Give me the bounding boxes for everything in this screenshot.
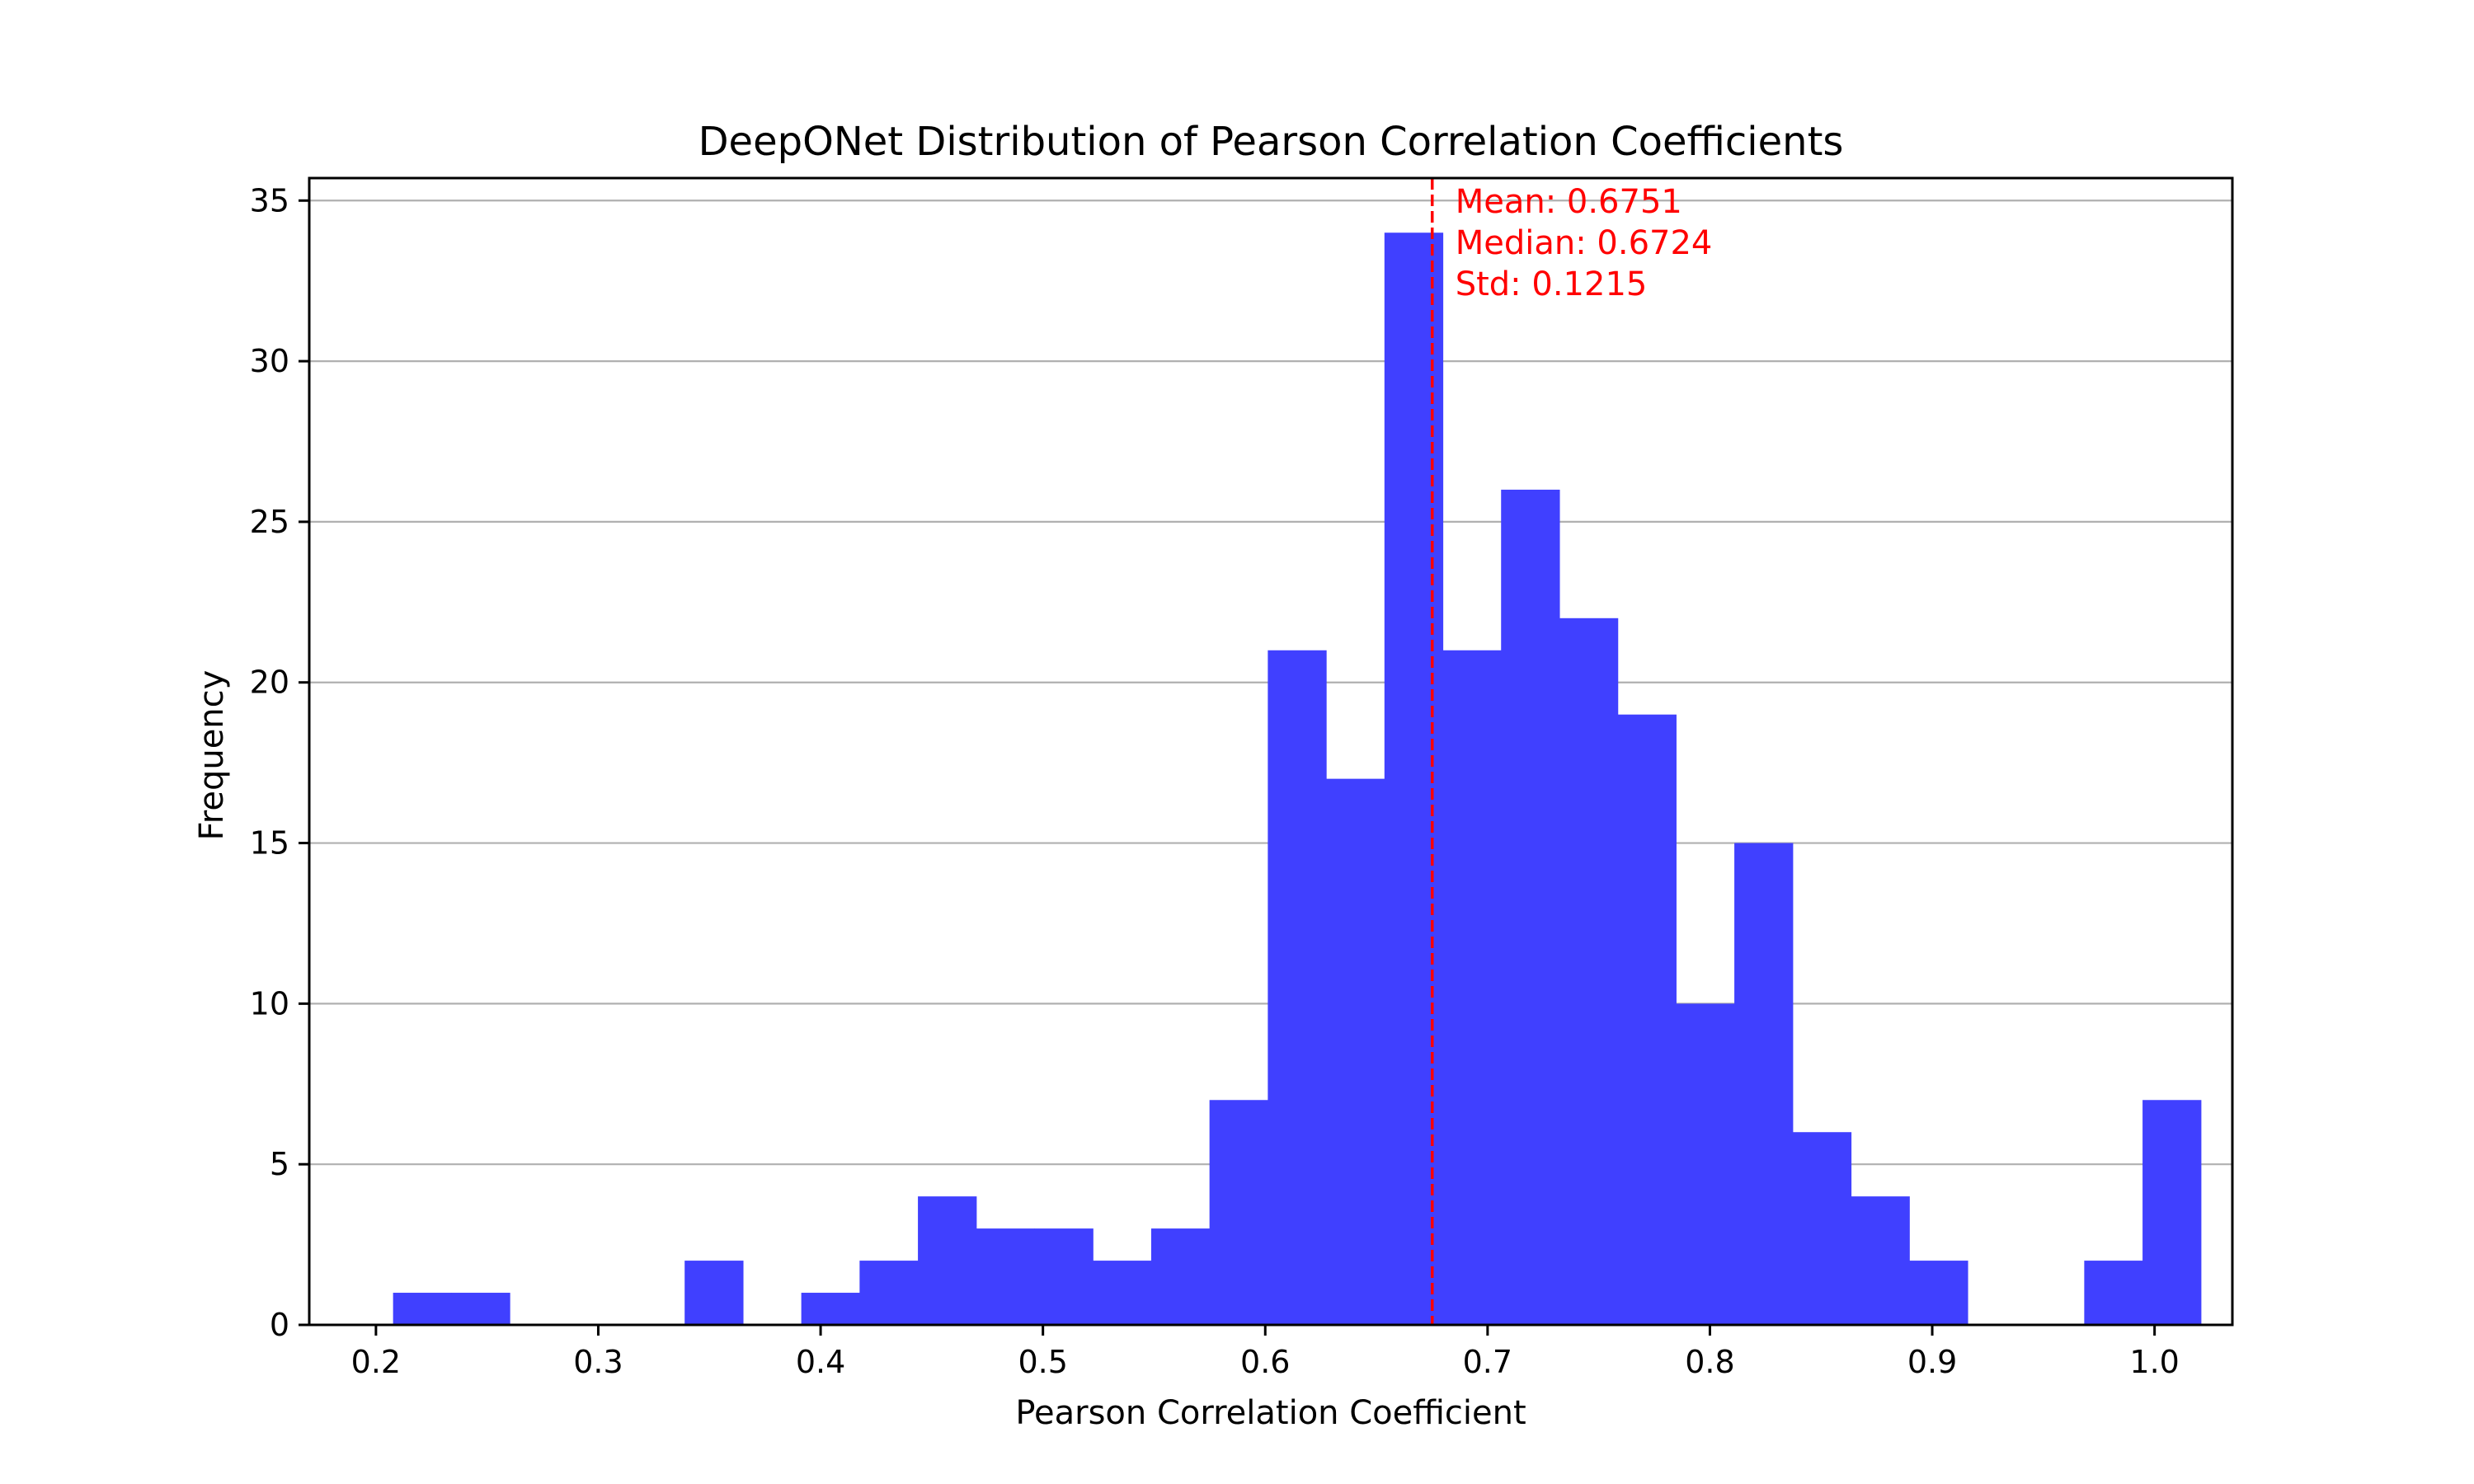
histogram-bar bbox=[1442, 650, 1502, 1325]
y-axis-label: Frequency bbox=[193, 670, 231, 841]
plot-frame bbox=[308, 176, 2234, 1327]
histogram-bar bbox=[1559, 618, 1619, 1325]
histogram-bar bbox=[976, 1228, 1036, 1325]
histogram-bar bbox=[1326, 778, 1385, 1325]
x-axis-label: Pearson Correlation Coefficient bbox=[1015, 1394, 1526, 1432]
y-tick-label: 15 bbox=[250, 825, 289, 862]
chart-title: DeepONet Distribution of Pearson Correla… bbox=[698, 119, 1844, 165]
x-tick-label: 0.9 bbox=[1907, 1344, 1957, 1380]
histogram-bar bbox=[1034, 1228, 1094, 1325]
x-tick-label: 0.5 bbox=[1018, 1344, 1067, 1380]
y-ticks: 0 5 10 15 20 25 30 35 bbox=[250, 182, 309, 1343]
y-tick-label: 5 bbox=[270, 1146, 289, 1182]
histogram-bar bbox=[1676, 1003, 1735, 1325]
y-tick-label: 20 bbox=[250, 665, 289, 701]
histogram-bar bbox=[918, 1196, 977, 1325]
histogram-bar bbox=[684, 1261, 744, 1325]
y-tick-label: 35 bbox=[250, 182, 289, 218]
histogram-bar bbox=[1384, 232, 1444, 1326]
histogram-bars bbox=[393, 232, 2202, 1326]
histogram-bar bbox=[393, 1293, 452, 1325]
histogram-bar bbox=[1851, 1196, 1910, 1325]
y-tick-label: 10 bbox=[250, 985, 289, 1021]
histogram-bar bbox=[1792, 1132, 1852, 1325]
y-tick-label: 0 bbox=[270, 1307, 289, 1343]
x-tick-label: 0.7 bbox=[1463, 1344, 1512, 1380]
x-tick-label: 0.8 bbox=[1685, 1344, 1734, 1380]
histogram-bar bbox=[1209, 1100, 1268, 1325]
x-tick-label: 0.3 bbox=[573, 1344, 623, 1380]
histogram-bar bbox=[1150, 1228, 1211, 1325]
histogram-bar bbox=[1501, 489, 1560, 1325]
y-tick-label: 30 bbox=[250, 343, 289, 379]
stats-annotation-line: Mean: 0.6751 bbox=[1456, 183, 1682, 221]
x-tick-label: 0.2 bbox=[351, 1344, 401, 1380]
histogram-bar bbox=[859, 1261, 919, 1325]
x-ticks: 0.2 0.3 0.4 0.5 0.6 0.7 0.8 0.9 1.0 bbox=[351, 1325, 2180, 1380]
histogram-bar bbox=[1909, 1261, 1968, 1325]
histogram-bar bbox=[1268, 650, 1327, 1325]
histogram-bar bbox=[801, 1293, 860, 1325]
stats-annotation-line: Median: 0.6724 bbox=[1456, 224, 1713, 262]
histogram-bar bbox=[2084, 1261, 2143, 1325]
histogram-bar bbox=[1734, 843, 1794, 1325]
x-tick-label: 1.0 bbox=[2129, 1344, 2179, 1380]
histogram-bar bbox=[2142, 1100, 2202, 1325]
x-tick-label: 0.6 bbox=[1240, 1344, 1290, 1380]
histogram-bar bbox=[1093, 1261, 1152, 1325]
y-tick-label: 25 bbox=[250, 504, 289, 540]
x-tick-label: 0.4 bbox=[796, 1344, 845, 1380]
histogram-bar bbox=[1617, 714, 1677, 1325]
histogram-bar bbox=[451, 1293, 510, 1325]
stats-annotation-line: Std: 0.1215 bbox=[1456, 265, 1648, 303]
